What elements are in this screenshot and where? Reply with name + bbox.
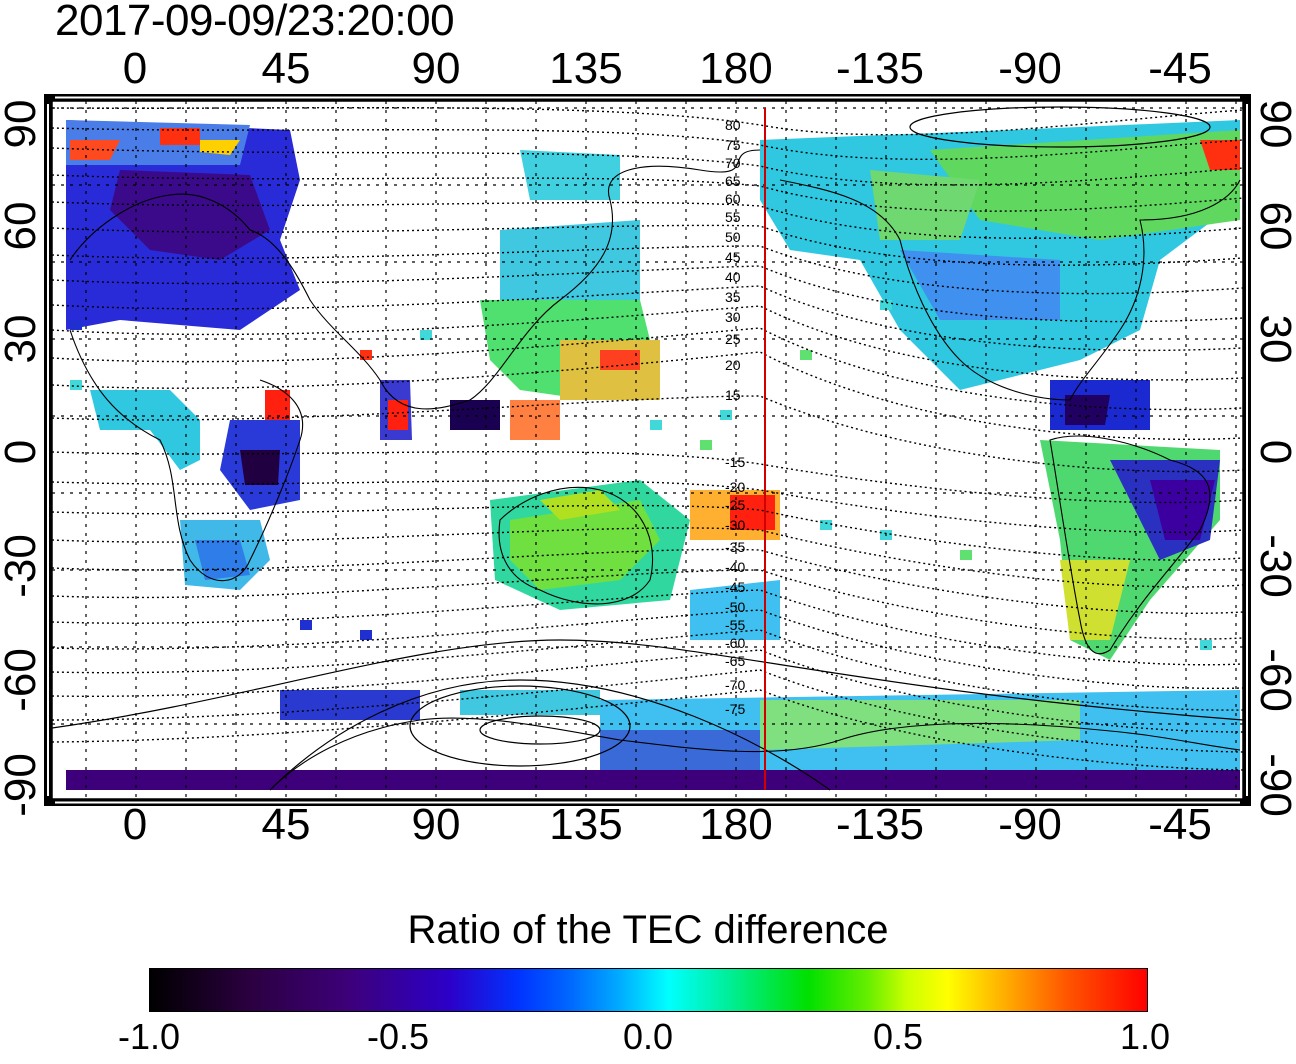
mlat-label: -55: [725, 617, 745, 633]
magnetic-latitude-contours: [52, 106, 1243, 771]
mlat-label: -15: [725, 454, 745, 470]
lon-tick-bottom: -135: [835, 800, 925, 849]
lon-tick-bottom: -45: [1148, 800, 1212, 849]
mlat-label: -60: [725, 635, 745, 651]
tec-data-australia: [490, 480, 780, 640]
coastlines: [69, 149, 1241, 791]
lat-tick-left: 30: [0, 314, 45, 364]
lon-tick-bottom: 45: [261, 800, 311, 849]
tec-data-scatter: [70, 300, 1212, 650]
mlat-label: 35: [725, 289, 741, 305]
lon-tick-top: 0: [122, 44, 148, 93]
lon-tick-bottom: 180: [699, 800, 773, 849]
lat-tick-left: -30: [0, 534, 45, 598]
lat-tick-left: 90: [0, 99, 45, 149]
mlat-label: 65: [725, 173, 741, 189]
tec-data-asia: [450, 150, 660, 440]
lat-tick-left: -90: [0, 753, 45, 817]
lat-tick-right: 0: [1251, 439, 1296, 465]
mlat-label: -30: [725, 517, 745, 533]
graticule-grid: [52, 101, 1243, 799]
lon-tick-bottom: 0: [122, 800, 148, 849]
colorbar-tick: 1.0: [1119, 1016, 1171, 1057]
mlat-label: 25: [725, 331, 741, 347]
tec-data-americas: [760, 120, 1240, 660]
mlat-label: 80: [725, 117, 741, 133]
tec-data-europe: [66, 120, 300, 330]
map-timestamp-title: 2017-09-09/23:20:00: [55, 0, 455, 45]
lon-tick-top: 180: [699, 44, 773, 93]
mlat-label: 15: [725, 387, 741, 403]
colorbar-tick: -1.0: [117, 1016, 181, 1057]
mlat-label: -65: [725, 653, 745, 669]
mlat-label: -20: [725, 479, 745, 495]
magnetic-latitude-labels: 80 75 70 65 60 55 50 45 40 35 30 25 20 15 -15 -20 -25 -30…: [725, 117, 745, 717]
mlat-label: 40: [725, 269, 741, 285]
lon-tick-bottom: -90: [998, 800, 1062, 849]
mlat-label: 70: [725, 155, 741, 171]
colorbar-tick: 0.5: [872, 1016, 924, 1057]
mlat-label: -70: [725, 677, 745, 693]
colorbar-title: Ratio of the TEC difference: [407, 908, 889, 952]
mlat-label: -35: [725, 539, 745, 555]
lat-tick-left: 60: [0, 201, 45, 251]
lon-tick-bottom: 90: [411, 800, 461, 849]
lon-tick-top: 90: [411, 44, 461, 93]
lat-tick-right: -30: [1251, 534, 1296, 598]
lon-tick-top: 135: [549, 44, 623, 93]
lat-tick-right: 60: [1251, 201, 1296, 251]
magnetic-pole-contours: [52, 106, 1243, 791]
mlat-label: 45: [725, 249, 741, 265]
mlat-label: -40: [725, 559, 745, 575]
mlat-label: 75: [725, 137, 741, 153]
lat-tick-left: 0: [0, 439, 45, 465]
colorbar: [149, 968, 1148, 1012]
mlat-label: 50: [725, 229, 741, 245]
mlat-label: -25: [725, 497, 745, 513]
colorbar-tick: 0.0: [622, 1016, 674, 1057]
lat-tick-left: -60: [0, 648, 45, 712]
mlat-label: 55: [725, 209, 741, 225]
lon-tick-top: 45: [261, 44, 311, 93]
lon-tick-top: -90: [998, 44, 1062, 93]
colorbar-tick: -0.5: [366, 1016, 430, 1057]
lon-tick-top: -45: [1148, 44, 1212, 93]
lon-tick-top: -135: [835, 44, 925, 93]
mlat-label: 60: [725, 191, 741, 207]
mlat-label: 30: [725, 309, 741, 325]
lat-tick-right: -90: [1251, 753, 1296, 817]
mlat-label: 20: [725, 357, 741, 373]
mlat-label: -75: [725, 701, 745, 717]
tec-data-antarctica: [66, 690, 1240, 790]
lon-tick-bottom: 135: [549, 800, 623, 849]
lat-tick-right: 90: [1251, 99, 1296, 149]
mlat-label: -50: [725, 599, 745, 615]
lat-tick-right: -60: [1251, 648, 1296, 712]
mlat-label: -45: [725, 579, 745, 595]
lat-tick-right: 30: [1251, 314, 1296, 364]
